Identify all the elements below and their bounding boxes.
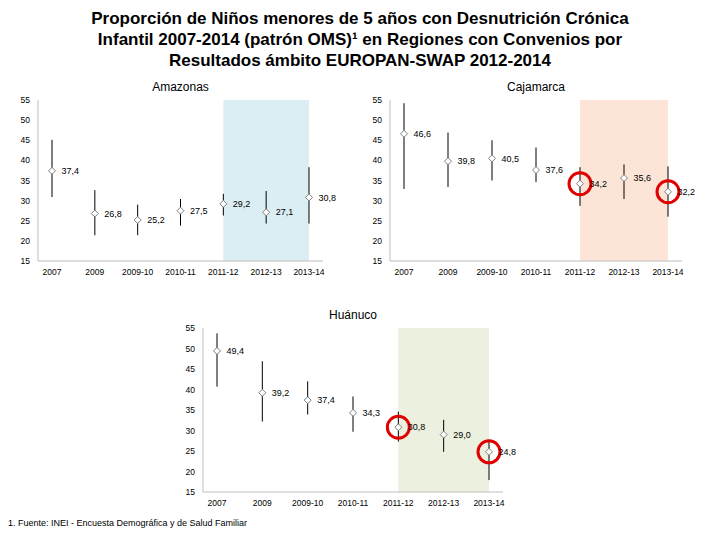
svg-text:2012-13: 2012-13 bbox=[251, 267, 282, 277]
svg-text:45: 45 bbox=[186, 364, 196, 374]
svg-text:2011-12: 2011-12 bbox=[383, 498, 414, 508]
svg-text:29,2: 29,2 bbox=[233, 199, 251, 209]
svg-text:55: 55 bbox=[186, 323, 196, 333]
svg-text:40: 40 bbox=[373, 155, 383, 165]
html-text:Resultados ámbito EUROPAN-SWAP: Resultados ámbito EUROPAN-SWAP 2012-2014 bbox=[169, 51, 551, 70]
svg-text:32,2: 32,2 bbox=[678, 187, 696, 197]
svg-text:50: 50 bbox=[373, 115, 383, 125]
svg-text:35,6: 35,6 bbox=[634, 173, 652, 183]
svg-text:34,2: 34,2 bbox=[590, 179, 608, 189]
svg-text:40: 40 bbox=[186, 385, 196, 395]
svg-text:15: 15 bbox=[373, 256, 383, 266]
svg-text:2009: 2009 bbox=[85, 267, 104, 277]
svg-text:30: 30 bbox=[186, 426, 196, 436]
html-text:Proporción de Niños menores de: Proporción de Niños menores de 5 años co… bbox=[91, 9, 629, 28]
html-text:Cajamarca: Cajamarca bbox=[507, 80, 565, 94]
svg-text:40: 40 bbox=[21, 155, 31, 165]
svg-text:35: 35 bbox=[21, 176, 31, 186]
svg-text:30,8: 30,8 bbox=[319, 193, 337, 203]
svg-text:20: 20 bbox=[373, 236, 383, 246]
svg-text:27,1: 27,1 bbox=[276, 207, 294, 217]
svg-text:35: 35 bbox=[186, 405, 196, 415]
svg-text:45: 45 bbox=[21, 135, 31, 145]
svg-text:46,6: 46,6 bbox=[414, 129, 432, 139]
html-text:Infantil 2007-2014 (patrón OMS: Infantil 2007-2014 (patrón OMS)¹ en Regi… bbox=[97, 30, 623, 49]
svg-text:20: 20 bbox=[21, 236, 31, 246]
svg-text:2011-12: 2011-12 bbox=[565, 267, 596, 277]
svg-text:2011-12: 2011-12 bbox=[208, 267, 239, 277]
svg-text:55: 55 bbox=[373, 95, 383, 105]
svg-text:2013-14: 2013-14 bbox=[473, 498, 504, 508]
svg-text:39,2: 39,2 bbox=[272, 388, 290, 398]
svg-text:20: 20 bbox=[186, 467, 196, 477]
svg-text:2010-11: 2010-11 bbox=[521, 267, 552, 277]
svg-text:30: 30 bbox=[373, 196, 383, 206]
svg-text:2012-13: 2012-13 bbox=[608, 267, 639, 277]
svg-text:2013-14: 2013-14 bbox=[652, 267, 683, 277]
svg-text:2010-11: 2010-11 bbox=[338, 498, 369, 508]
html-text:Huánuco: Huánuco bbox=[329, 308, 377, 322]
svg-text:29,0: 29,0 bbox=[453, 430, 471, 440]
svg-text:35: 35 bbox=[373, 176, 383, 186]
svg-text:24,8: 24,8 bbox=[499, 447, 517, 457]
svg-text:37,4: 37,4 bbox=[317, 395, 335, 405]
svg-text:2009: 2009 bbox=[439, 267, 458, 277]
svg-text:25: 25 bbox=[186, 446, 196, 456]
svg-text:37,4: 37,4 bbox=[62, 166, 80, 176]
svg-text:30: 30 bbox=[21, 196, 31, 206]
svg-text:45: 45 bbox=[373, 135, 383, 145]
svg-text:25,2: 25,2 bbox=[147, 215, 165, 225]
svg-text:37,6: 37,6 bbox=[546, 165, 564, 175]
svg-text:25: 25 bbox=[373, 216, 383, 226]
svg-text:2009-10: 2009-10 bbox=[476, 267, 507, 277]
svg-text:15: 15 bbox=[186, 487, 196, 497]
svg-text:50: 50 bbox=[21, 115, 31, 125]
svg-text:2013-14: 2013-14 bbox=[293, 267, 324, 277]
svg-text:27,5: 27,5 bbox=[190, 206, 208, 216]
html-text:Amazonas: Amazonas bbox=[152, 80, 209, 94]
svg-text:15: 15 bbox=[21, 256, 31, 266]
svg-text:26,8: 26,8 bbox=[104, 209, 122, 219]
svg-text:2009-10: 2009-10 bbox=[292, 498, 323, 508]
svg-text:2010-11: 2010-11 bbox=[165, 267, 196, 277]
svg-text:25: 25 bbox=[21, 216, 31, 226]
svg-text:30,8: 30,8 bbox=[408, 422, 426, 432]
svg-text:2009-10: 2009-10 bbox=[122, 267, 153, 277]
svg-text:2012-13: 2012-13 bbox=[428, 498, 459, 508]
svg-text:39,8: 39,8 bbox=[458, 156, 476, 166]
svg-text:55: 55 bbox=[21, 95, 31, 105]
svg-text:40,5: 40,5 bbox=[502, 154, 520, 164]
svg-text:2007: 2007 bbox=[43, 267, 62, 277]
svg-text:2007: 2007 bbox=[395, 267, 414, 277]
svg-text:34,3: 34,3 bbox=[363, 408, 381, 418]
svg-text:2009: 2009 bbox=[253, 498, 272, 508]
svg-text:2007: 2007 bbox=[208, 498, 227, 508]
html-text:1. Fuente: INEI - Encuesta Dem: 1. Fuente: INEI - Encuesta Demográfica y… bbox=[8, 518, 248, 528]
svg-text:49,4: 49,4 bbox=[227, 346, 245, 356]
svg-text:50: 50 bbox=[186, 344, 196, 354]
